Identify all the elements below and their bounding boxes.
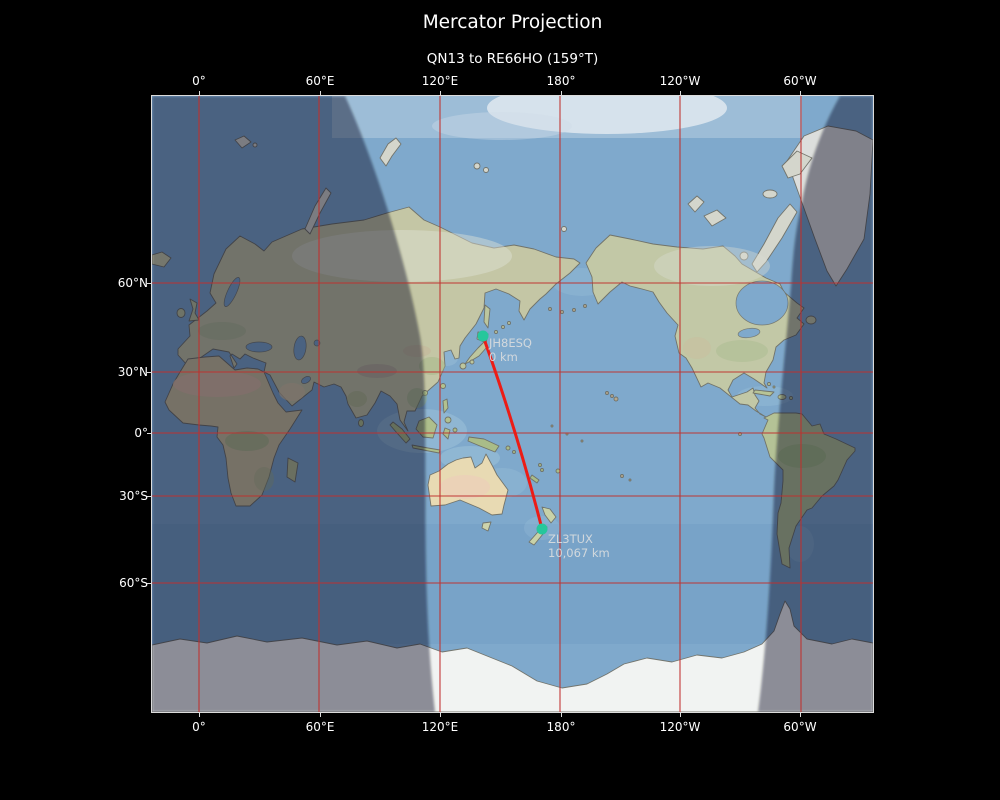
graticule (152, 96, 873, 712)
origin-callsign: JH8ESQ (488, 336, 532, 350)
tick-label-left-0: 60°N (117, 276, 148, 290)
mercator-map: JH8ESQ 0 km ZL3TUX 10,067 km (151, 82, 874, 713)
map-canvas: JH8ESQ 0 km ZL3TUX 10,067 km (151, 82, 874, 713)
tick-label-top-1: 60°E (305, 74, 335, 88)
tick-label-top-0: 0° (192, 74, 206, 88)
tick-label-bottom-4: 120°W (659, 720, 701, 734)
destination-distance: 10,067 km (548, 546, 610, 560)
subtitle: QN13 to RE66HO (159°T) (426, 51, 599, 67)
destination-callsign: ZL3TUX (548, 532, 593, 546)
tick-label-left-3: 30°S (119, 489, 148, 503)
tick-label-bottom-2: 120°E (421, 720, 459, 734)
origin-distance: 0 km (489, 350, 518, 364)
tick-label-bottom-0: 0° (192, 720, 206, 734)
tick-label-bottom-1: 60°E (305, 720, 335, 734)
marker-destination (536, 523, 548, 535)
tick-label-top-5: 60°W (783, 74, 817, 88)
tick-label-left-1: 30°N (117, 365, 148, 379)
tick-label-top-4: 120°W (659, 74, 701, 88)
tick-label-left-4: 60°S (119, 576, 148, 590)
page-title: Mercator Projection (422, 12, 603, 33)
tick-label-bottom-5: 60°W (783, 720, 817, 734)
marker-origin (477, 330, 489, 342)
night-overlay (152, 96, 873, 712)
route-line (481, 334, 544, 531)
tick-label-top-3: 180° (546, 74, 576, 88)
station-labels: JH8ESQ 0 km ZL3TUX 10,067 km (488, 336, 610, 560)
tick-label-left-2: 0° (134, 426, 148, 440)
tick-label-bottom-3: 180° (546, 720, 576, 734)
tick-label-top-2: 120°E (421, 74, 459, 88)
